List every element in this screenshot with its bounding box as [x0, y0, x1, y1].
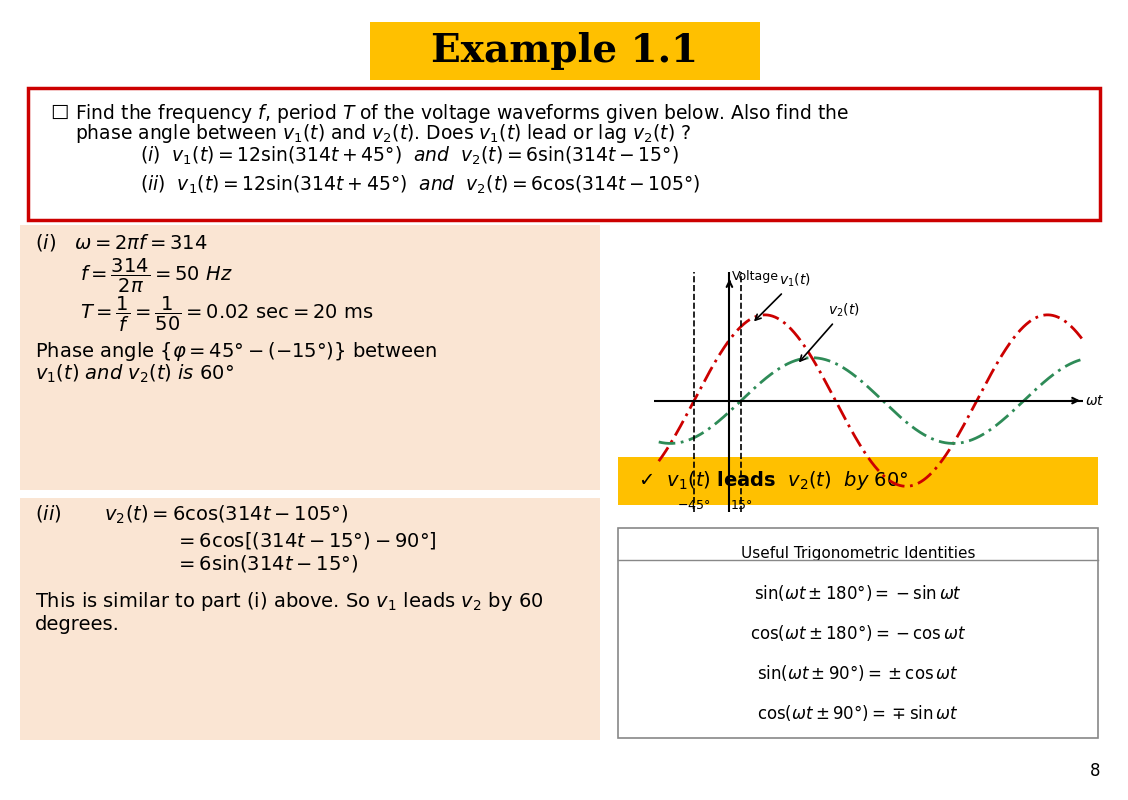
Text: degrees.: degrees.	[35, 615, 120, 634]
Text: $(i)$  $v_1(t) = 12\sin(314t + 45°)$  and  $v_2(t) = 6\sin(314t - 15°)$: $(i)$ $v_1(t) = 12\sin(314t + 45°)$ and …	[140, 145, 679, 167]
Text: $v_2(t)$: $v_2(t)$	[800, 302, 861, 361]
FancyBboxPatch shape	[618, 528, 1098, 738]
Text: $\checkmark$  $v_1(t)$ $\mathbf{leads}$  $v_2(t)$  $by\ 60°$: $\checkmark$ $v_1(t)$ $\mathbf{leads}$ $…	[638, 470, 908, 493]
Text: This is similar to part (i) above. So $v_1$ leads $v_2$ by 60: This is similar to part (i) above. So $v…	[35, 590, 544, 613]
Text: $T = \dfrac{1}{f} = \dfrac{1}{50} = 0.02\ \mathrm{sec} = 20\ \mathrm{ms}$: $T = \dfrac{1}{f} = \dfrac{1}{50} = 0.02…	[80, 295, 373, 334]
FancyBboxPatch shape	[20, 225, 600, 490]
Text: $= 6\sin(314t - 15°)$: $= 6\sin(314t - 15°)$	[175, 553, 359, 574]
Text: phase angle between $v_1(t)$ and $v_2(t)$. Does $v_1(t)$ lead or lag $v_2(t)$ ?: phase angle between $v_1(t)$ and $v_2(t)…	[74, 122, 691, 145]
Text: $v_1(t)$ $and$ $v_2(t)$ $is$ $60°$: $v_1(t)$ $and$ $v_2(t)$ $is$ $60°$	[35, 363, 233, 386]
Text: Useful Trigonometric Identities: Useful Trigonometric Identities	[741, 546, 976, 561]
Text: $(ii)$       $v_2(t) = 6\cos(314t - 105°)$: $(ii)$ $v_2(t) = 6\cos(314t - 105°)$	[35, 504, 349, 526]
FancyBboxPatch shape	[28, 88, 1100, 220]
Text: $\omega t$: $\omega t$	[1085, 394, 1104, 407]
Text: □: □	[50, 102, 69, 121]
Text: $\cos(\omega t \pm 90°) = \mp\sin\omega t$: $\cos(\omega t \pm 90°) = \mp\sin\omega …	[757, 703, 959, 723]
Text: $-45°$: $-45°$	[677, 499, 711, 512]
Text: $(ii)$  $v_1(t) = 12\sin(314t + 45°)$  and  $v_2(t) = 6\cos(314t - 105°)$: $(ii)$ $v_1(t) = 12\sin(314t + 45°)$ and…	[140, 174, 700, 196]
Text: $= 6\cos[(314t - 15°) - 90°]$: $= 6\cos[(314t - 15°) - 90°]$	[175, 530, 437, 551]
Text: $\sin(\omega t \pm 90°) = \pm\cos\omega t$: $\sin(\omega t \pm 90°) = \pm\cos\omega …	[757, 663, 959, 683]
Text: Voltage: Voltage	[732, 270, 778, 282]
FancyBboxPatch shape	[370, 22, 760, 80]
Text: $f = \dfrac{314}{2\pi} = 50\ Hz$: $f = \dfrac{314}{2\pi} = 50\ Hz$	[80, 257, 232, 295]
Text: $\cos(\omega t \pm 180°) = -\cos\omega t$: $\cos(\omega t \pm 180°) = -\cos\omega t…	[750, 623, 967, 643]
Text: $\sin(\omega t \pm 180°) = -\sin\omega t$: $\sin(\omega t \pm 180°) = -\sin\omega t…	[754, 583, 962, 603]
Text: $15°$: $15°$	[730, 499, 752, 512]
FancyBboxPatch shape	[20, 498, 600, 740]
Text: Phase angle $\{\varphi = 45° - (-15°)\}$ between: Phase angle $\{\varphi = 45° - (-15°)\}$…	[35, 340, 437, 363]
FancyBboxPatch shape	[618, 457, 1098, 505]
Text: $(i)$   $\omega = 2\pi f = 314$: $(i)$ $\omega = 2\pi f = 314$	[35, 232, 208, 253]
Text: Example 1.1: Example 1.1	[431, 32, 698, 70]
Text: Find the frequency $f$, period $T$ of the voltage waveforms given below. Also fi: Find the frequency $f$, period $T$ of th…	[74, 102, 849, 125]
Text: $v_1(t)$: $v_1(t)$	[756, 272, 811, 320]
Text: 8: 8	[1090, 762, 1100, 780]
